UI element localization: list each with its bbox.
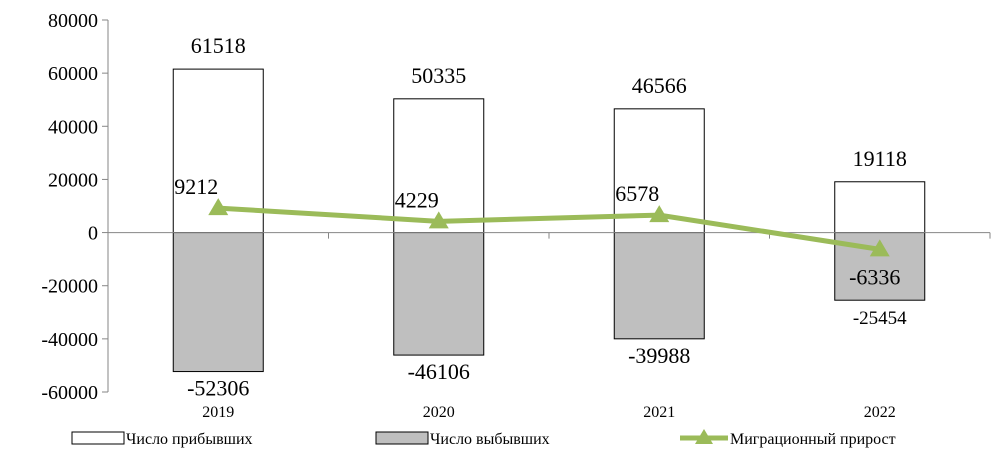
data-labels: 61518 -52306 9212 50335 -46106 4229 46566 -3998… (174, 33, 907, 400)
y-tick-label: -60000 (41, 382, 98, 404)
x-tick-label: 2022 (864, 404, 896, 421)
legend-swatch-arrivals (71, 431, 125, 445)
label-growth: 9212 (174, 174, 218, 199)
label-arrivals: 46566 (632, 73, 687, 98)
y-axis: 80000 60000 40000 20000 0 -20000 -40000 -60000 (41, 10, 109, 404)
x-axis (107, 232, 991, 239)
growth-line-layer (208, 198, 890, 257)
y-tick-label: -40000 (41, 329, 98, 351)
x-tick-label: 2020 (423, 404, 455, 421)
legend-label-arrivals: Число прибывших (126, 431, 253, 448)
growth-line (218, 205, 881, 252)
y-tick-label: 20000 (48, 169, 98, 191)
x-tick-label: 2021 (643, 404, 675, 421)
bar-departures (613, 232, 705, 340)
label-arrivals: 50335 (411, 63, 466, 88)
y-tick-label: 40000 (48, 116, 98, 138)
legend: Число прибывших Число выбывших Миграционны… (71, 429, 896, 448)
y-tick-label: 0 (88, 223, 98, 245)
legend-label-departures: Число выбывших (430, 431, 550, 448)
y-tick-label: -20000 (41, 276, 98, 298)
growth-marker (649, 205, 670, 223)
label-departures: -39988 (628, 343, 690, 368)
growth-marker (428, 211, 449, 229)
bar-departures (393, 232, 485, 356)
x-tick-labels: 2019 2020 2021 2022 (202, 404, 896, 421)
bars (172, 68, 926, 373)
bar-departures (172, 232, 264, 373)
y-tick-label: 60000 (48, 63, 98, 85)
label-growth: 6578 (615, 181, 659, 206)
label-arrivals: 19118 (853, 146, 907, 171)
legend-marker-growth (695, 429, 713, 444)
label-arrivals: 61518 (191, 33, 246, 58)
label-growth: -6336 (849, 264, 900, 289)
bar-arrivals (834, 181, 926, 234)
legend-swatch-departures (375, 431, 429, 445)
legend-label-growth: Миграционный прирост (730, 431, 896, 448)
label-departures: -46106 (408, 359, 470, 384)
label-departures: -52306 (187, 376, 249, 401)
growth-marker (208, 198, 229, 216)
y-tick-label: 80000 (48, 10, 98, 32)
label-departures: -25454 (853, 308, 907, 329)
growth-marker (869, 239, 890, 257)
x-tick-label: 2019 (202, 404, 234, 421)
label-growth: 4229 (395, 187, 439, 212)
